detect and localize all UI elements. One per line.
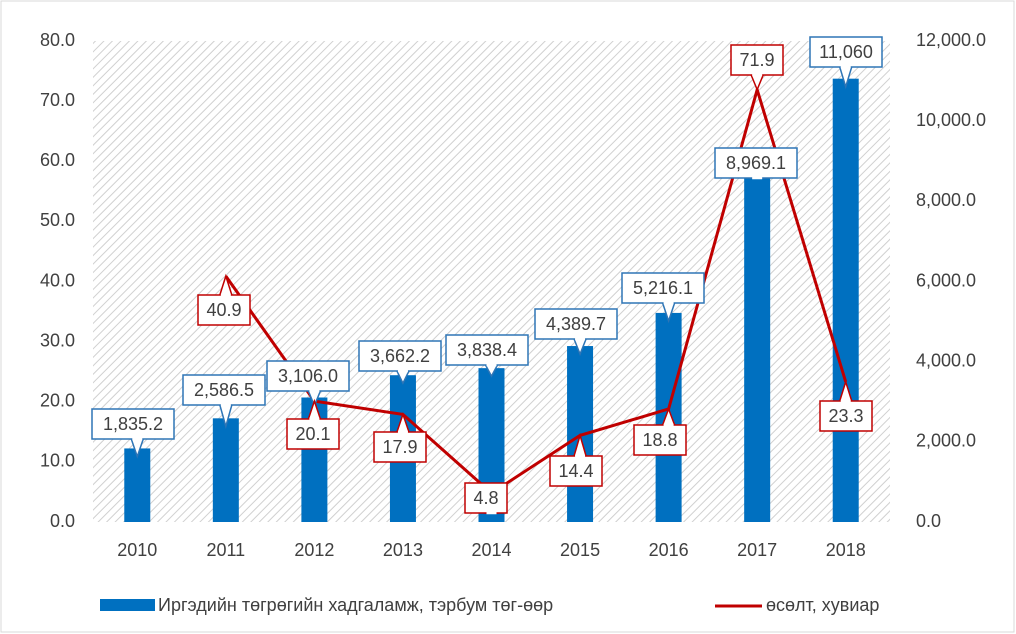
y-tick-label: 50.0: [40, 210, 75, 230]
callout-box: [182, 374, 266, 406]
callout-box: [534, 308, 618, 340]
data-label: 1,835.2: [103, 414, 163, 434]
callout-box: [464, 482, 508, 514]
data-label: 3,838.4: [457, 340, 517, 360]
callout-box: [809, 36, 883, 68]
line: [224, 84, 848, 496]
callout-box: [633, 424, 687, 456]
y-tick-label: 60.0: [40, 150, 75, 170]
x-tick-label: 2012: [294, 540, 334, 560]
callout-box: [714, 147, 798, 179]
legend-label: өсөлт, хувиар: [766, 595, 879, 615]
y-tick-label: 40.0: [40, 270, 75, 290]
data-label: 4,389.7: [546, 314, 606, 334]
y2-tick-label: 8,000.0: [916, 190, 976, 210]
x-tick-label: 2016: [649, 540, 689, 560]
legend-swatch: [100, 599, 155, 611]
bar: [212, 418, 239, 522]
callout-box: [197, 294, 251, 326]
y-tick-label: 80.0: [40, 30, 75, 50]
data-label: 2,586.5: [194, 380, 254, 400]
y2-tick-label: 2,000.0: [916, 431, 976, 451]
data-label: 71.9: [739, 50, 774, 70]
callout-box: [819, 400, 873, 432]
data-label: 40.9: [206, 300, 241, 320]
data-label: 18.8: [642, 430, 677, 450]
data-label: 11,060: [819, 42, 873, 62]
x-tick-label: 2015: [560, 540, 600, 560]
callout-box: [730, 44, 784, 76]
x-tick-label: 2014: [471, 540, 511, 560]
y2-tick-label: 12,000.0: [916, 30, 986, 50]
y-tick-label: 20.0: [40, 391, 75, 411]
y-tick-label: 10.0: [40, 451, 75, 471]
x-tick-label: 2010: [117, 540, 157, 560]
y2-tick-label: 0.0: [916, 511, 941, 531]
callout-box: [445, 334, 529, 366]
bar: [744, 162, 771, 522]
data-label: 4.8: [473, 488, 498, 508]
y2-tick-label: 4,000.0: [916, 350, 976, 370]
x-tick-label: 2017: [737, 540, 777, 560]
data-label: 3,662.2: [370, 346, 430, 366]
callout-box: [621, 272, 705, 304]
x-tick-label: 2011: [206, 540, 245, 560]
y2-tick-label: 6,000.0: [916, 270, 976, 290]
data-label: 3,106.0: [278, 366, 338, 386]
callout-box: [549, 455, 603, 487]
bar: [124, 448, 151, 522]
x-tick-label: 2013: [383, 540, 423, 560]
data-label: 23.3: [828, 406, 863, 426]
data-label: 17.9: [382, 437, 417, 457]
callout-box: [266, 360, 350, 392]
y2-tick-label: 10,000.0: [916, 110, 986, 130]
callout-box: [373, 431, 427, 463]
callout-box: [358, 340, 442, 372]
callout-box: [286, 418, 340, 450]
x-tick-label: 2018: [826, 540, 866, 560]
bar: [832, 78, 859, 522]
y-tick-label: 30.0: [40, 330, 75, 350]
data-label: 14.4: [558, 461, 593, 481]
data-label: 8,969.1: [726, 153, 786, 173]
legend-label: Иргэдийн төгрөгийн хадгаламж, тэрбум төг…: [158, 595, 553, 615]
y-tick-label: 0.0: [50, 511, 75, 531]
data-label: 5,216.1: [633, 278, 693, 298]
data-label: 20.1: [295, 424, 330, 444]
y-tick-label: 70.0: [40, 90, 75, 110]
